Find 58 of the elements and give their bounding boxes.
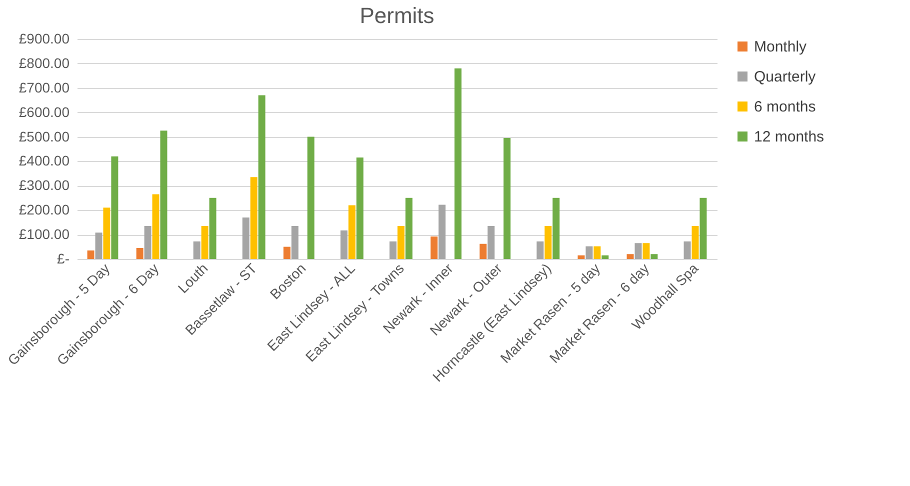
bar [692, 226, 699, 259]
y-tick-label: £700.00 [18, 79, 70, 96]
y-tick-label: £600.00 [18, 104, 70, 120]
bar [454, 68, 462, 259]
bar [504, 138, 511, 259]
bar [152, 194, 160, 259]
bar [87, 250, 94, 259]
bar [307, 136, 314, 259]
y-tick-label: £800.00 [18, 54, 70, 71]
bar [209, 198, 216, 259]
bar [283, 246, 290, 259]
y-tick-label: £200.00 [18, 202, 70, 218]
bar [480, 244, 487, 259]
bar [552, 198, 560, 259]
bar [536, 241, 544, 259]
chart-title: Permits [360, 3, 434, 28]
bar [291, 226, 298, 259]
bar [242, 217, 250, 259]
bar [250, 177, 258, 259]
bar [602, 255, 609, 259]
bar [684, 241, 691, 259]
y-tick-label: £100.00 [18, 226, 70, 242]
legend-label: Monthly [754, 38, 808, 56]
bar [258, 95, 266, 259]
bar [356, 158, 364, 259]
bar [103, 208, 110, 259]
bar [586, 246, 593, 259]
bar [594, 246, 601, 259]
bar [488, 226, 495, 259]
bar [136, 248, 144, 259]
y-tick-label: £500.00 [18, 128, 70, 144]
bar [438, 204, 446, 259]
legend-label: Quarterly [754, 68, 816, 86]
bar [430, 236, 438, 259]
bar [144, 226, 152, 259]
bar [642, 243, 650, 259]
bar [193, 241, 200, 259]
y-tick-label: £400.00 [18, 152, 70, 169]
bar [348, 205, 356, 259]
legend-label: 12 months [754, 128, 824, 146]
bar [397, 226, 404, 259]
y-tick-label: £900.00 [18, 30, 70, 46]
legend-label: 6 months [754, 98, 816, 116]
y-tick-label: £- [57, 250, 70, 266]
bar [160, 130, 168, 259]
bar [201, 226, 208, 259]
y-tick-label: £300.00 [18, 177, 70, 194]
bar [626, 254, 634, 259]
bar [95, 232, 102, 259]
bar [111, 156, 118, 259]
bar [405, 198, 412, 259]
bar [700, 198, 707, 259]
bar [578, 255, 585, 259]
bar [634, 243, 642, 259]
bar [390, 241, 397, 259]
bar [650, 254, 658, 259]
bar [544, 226, 552, 259]
bar [340, 230, 348, 259]
